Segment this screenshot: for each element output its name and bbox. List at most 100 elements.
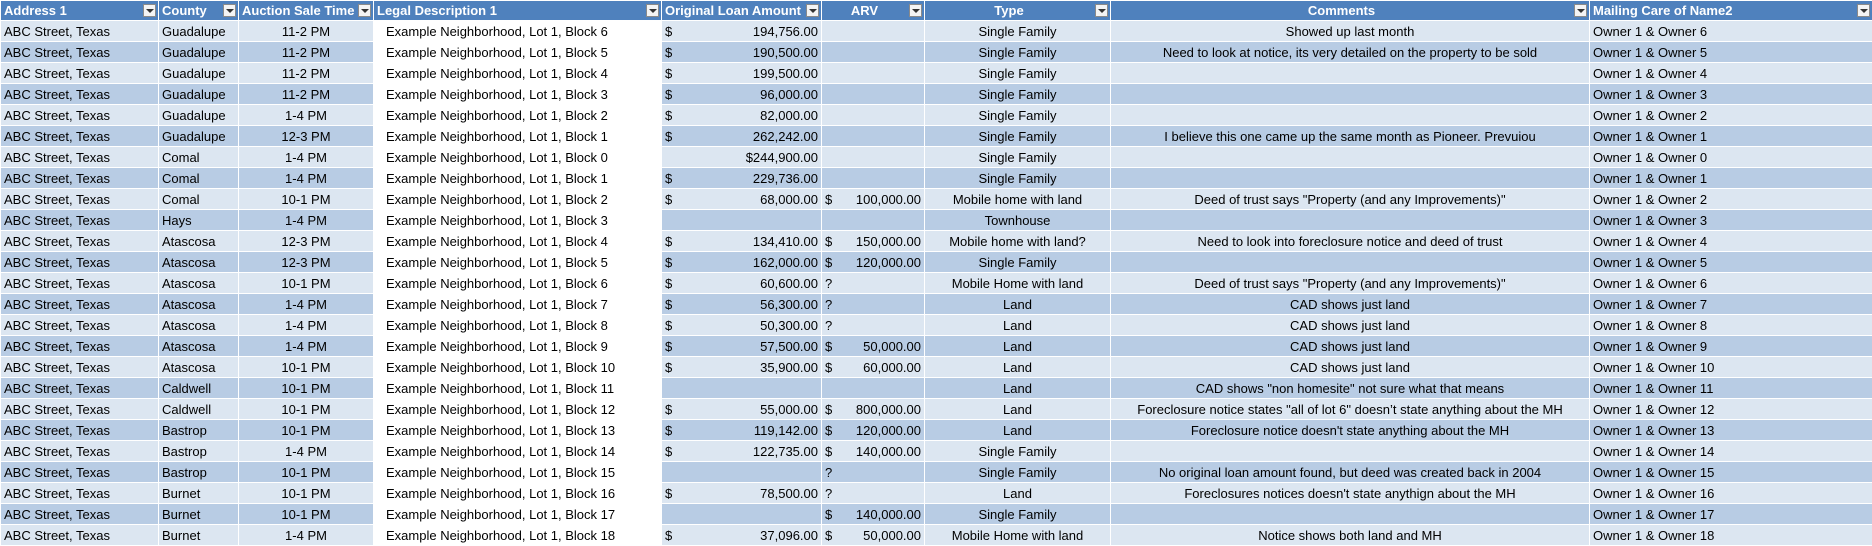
cell: CAD shows just land — [1111, 357, 1590, 378]
cell — [1111, 147, 1590, 168]
cell: Example Neighborhood, Lot 1, Block 1 — [374, 126, 662, 147]
cell: 12-3 PM — [239, 252, 374, 273]
cell — [822, 105, 925, 126]
cell-text: Bastrop — [162, 423, 207, 438]
cell-text: ABC Street, Texas — [4, 381, 110, 396]
cell-text: 11-2 PM — [282, 45, 330, 60]
cell: $134,410.00 — [662, 231, 822, 252]
cell-text: Bastrop — [162, 465, 207, 480]
cell: Owner 1 & Owner 5 — [1590, 252, 1872, 273]
cell: Bastrop — [159, 420, 239, 441]
amount: 150,000.00 — [856, 232, 921, 251]
cell: Foreclosure notice states "all of lot 6"… — [1111, 399, 1590, 420]
filter-button[interactable] — [806, 4, 819, 17]
cell-text: Example Neighborhood, Lot 1, Block 10 — [386, 360, 615, 375]
currency-symbol: $ — [665, 400, 672, 419]
cell: $120,000.00 — [822, 252, 925, 273]
cell-text: 1-4 PM — [285, 444, 327, 459]
cell: ABC Street, Texas — [1, 21, 159, 42]
currency-value: $50,300.00 — [665, 316, 818, 335]
cell-text: Single Family — [978, 255, 1056, 270]
cell-text: ABC Street, Texas — [4, 66, 110, 81]
amount: 50,300.00 — [760, 316, 818, 335]
cell — [822, 63, 925, 84]
cell — [822, 378, 925, 399]
filter-button[interactable] — [358, 4, 371, 17]
filter-button[interactable] — [1095, 4, 1108, 17]
filter-button[interactable] — [646, 4, 659, 17]
cell: 10-1 PM — [239, 483, 374, 504]
header-text: Auction Sale Time — [242, 3, 354, 18]
amount: 122,735.00 — [753, 442, 818, 461]
cell-text: Foreclosures notices doesn't state anyth… — [1184, 486, 1515, 501]
filter-button[interactable] — [1574, 4, 1587, 17]
cell-text: $244,900.00 — [746, 150, 818, 165]
cell-text: Atascosa — [162, 339, 215, 354]
cell-text: Owner 1 & Owner 4 — [1593, 66, 1707, 81]
cell-text: ABC Street, Texas — [4, 423, 110, 438]
cell-text: Burnet — [162, 507, 200, 522]
filter-button[interactable] — [1857, 4, 1870, 17]
cell: Owner 1 & Owner 6 — [1590, 273, 1872, 294]
cell: Single Family — [925, 252, 1111, 273]
amount: 190,500.00 — [753, 43, 818, 62]
currency-symbol: $ — [665, 421, 672, 440]
cell: Need to look into foreclosure notice and… — [1111, 231, 1590, 252]
currency-symbol: $ — [665, 169, 672, 188]
amount: 60,600.00 — [760, 274, 818, 293]
cell: $55,000.00 — [662, 399, 822, 420]
cell: ? — [822, 294, 925, 315]
cell: 12-3 PM — [239, 231, 374, 252]
cell-text: Example Neighborhood, Lot 1, Block 15 — [386, 465, 615, 480]
cell — [1111, 105, 1590, 126]
cell: I believe this one came up the same mont… — [1111, 126, 1590, 147]
cell: Atascosa — [159, 315, 239, 336]
cell-text: 11-2 PM — [282, 24, 330, 39]
currency-value: $140,000.00 — [825, 505, 921, 524]
cell-text: 1-4 PM — [285, 318, 327, 333]
currency-symbol: $ — [825, 400, 832, 419]
header-text: Legal Description 1 — [377, 3, 497, 18]
cell: Owner 1 & Owner 4 — [1590, 63, 1872, 84]
cell-text: I believe this one came up the same mont… — [1164, 129, 1535, 144]
currency-symbol: $ — [665, 232, 672, 251]
cell: Example Neighborhood, Lot 1, Block 6 — [374, 273, 662, 294]
cell: 10-1 PM — [239, 504, 374, 525]
cell: Owner 1 & Owner 8 — [1590, 315, 1872, 336]
filter-button[interactable] — [909, 4, 922, 17]
cell-text: Land — [1003, 381, 1032, 396]
cell: 11-2 PM — [239, 63, 374, 84]
cell-text: ? — [825, 486, 832, 501]
cell-text: Atascosa — [162, 297, 215, 312]
currency-symbol: $ — [665, 274, 672, 293]
cell-text: ABC Street, Texas — [4, 528, 110, 543]
cell — [822, 21, 925, 42]
cell-text: Mobile home with land? — [949, 234, 1086, 249]
cell-text: 11-2 PM — [282, 66, 330, 81]
cell: Example Neighborhood, Lot 1, Block 1 — [374, 168, 662, 189]
cell: Example Neighborhood, Lot 1, Block 2 — [374, 105, 662, 126]
cell: Single Family — [925, 42, 1111, 63]
cell-text: 10-1 PM — [281, 402, 330, 417]
cell: ABC Street, Texas — [1, 105, 159, 126]
cell: Foreclosure notice doesn't state anythin… — [1111, 420, 1590, 441]
cell: $244,900.00 — [662, 147, 822, 168]
column-header: ARV — [822, 1, 925, 21]
cell: 10-1 PM — [239, 399, 374, 420]
cell-text: Example Neighborhood, Lot 1, Block 8 — [386, 318, 608, 333]
cell: No original loan amount found, but deed … — [1111, 462, 1590, 483]
amount: 199,500.00 — [753, 64, 818, 83]
cell-text: Single Family — [978, 444, 1056, 459]
filter-button[interactable] — [143, 4, 156, 17]
cell-text: Land — [1003, 318, 1032, 333]
cell-text: Burnet — [162, 486, 200, 501]
cell-text: Owner 1 & Owner 1 — [1593, 171, 1707, 186]
filter-button[interactable] — [223, 4, 236, 17]
